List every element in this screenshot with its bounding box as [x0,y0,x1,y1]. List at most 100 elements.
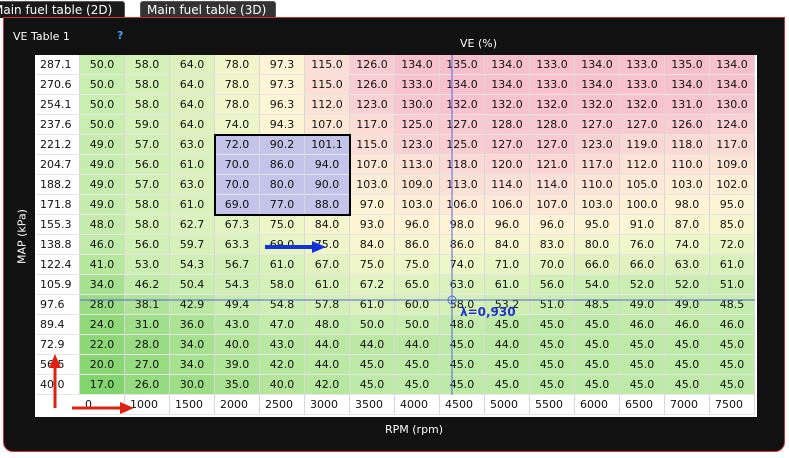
ve-cell: 127.0 [440,115,485,135]
ve-cell: 34.0 [170,335,215,355]
ve-cell: 100.0 [620,195,665,215]
ve-cell: 54.0 [575,275,620,295]
ve-cell: 45.0 [575,335,620,355]
rpm-label: 2000 [215,395,260,415]
ve-cell: 110.0 [575,175,620,195]
ve-cell: 133.0 [620,75,665,95]
ve-cell: 41.0 [80,255,125,275]
ve-cell: 46.0 [620,315,665,335]
ve-cell: 64.0 [170,55,215,75]
ve-cell: 70.0 [215,155,260,175]
ve-cell: 133.0 [395,75,440,95]
ve-cell: 132.0 [440,95,485,115]
ve-cell: 120.0 [485,155,530,175]
ve-cell: 102.0 [710,175,755,195]
ve-cell: 70.0 [530,255,575,275]
ve-cell: 17.0 [80,375,125,395]
ve-cell: 127.0 [575,115,620,135]
ve-cell: 45.0 [530,375,575,395]
map-label: 155.3 [35,215,80,235]
tab[interactable]: Main fuel table (2D) [0,1,125,18]
ve-cell: 135.0 [440,55,485,75]
ve-cell: 44.0 [305,355,350,375]
ve-cell: 43.0 [215,315,260,335]
ve-cell: 45.0 [395,375,440,395]
x-axis-label: RPM (rpm) [385,423,444,436]
ve-cell: 63.0 [665,255,710,275]
ve-cell: 63.0 [170,135,215,155]
ve-cell: 72.0 [710,235,755,255]
ve-cell: 61.0 [170,155,215,175]
ve-cell: 80.0 [575,235,620,255]
ve-cell: 64.0 [170,75,215,95]
map-label: 89.4 [35,315,80,335]
rpm-label: 3000 [305,395,350,415]
ve-cell: 45.0 [620,375,665,395]
ve-cell: 54.8 [260,295,305,315]
ve-cell: 52.0 [620,275,665,295]
ve-cell: 45.0 [395,355,440,375]
ve-cell: 128.0 [485,115,530,135]
ve-cell: 45.0 [440,335,485,355]
ve-cell: 45.0 [530,355,575,375]
ve-cell: 65.0 [395,275,440,295]
ve-cell: 58.0 [440,295,485,315]
ve-cell: 69.0 [215,195,260,215]
ve-cell: 78.0 [215,55,260,75]
tab[interactable]: Main fuel table (3D) [140,1,276,18]
ve-cell: 50.0 [80,95,125,115]
map-label: 105.9 [35,275,80,295]
ve-cell: 85.0 [710,215,755,235]
ve-cell: 103.0 [395,195,440,215]
ve-cell: 74.0 [215,115,260,135]
ve-cell: 45.0 [530,335,575,355]
ve-cell: 64.0 [170,115,215,135]
ve-cell: 48.5 [575,295,620,315]
rpm-label: 6000 [575,395,620,415]
ve-cell: 121.0 [530,155,575,175]
rpm-label: 4500 [440,395,485,415]
map-label: 40.0 [35,375,80,395]
ve-cell: 67.0 [305,255,350,275]
ve-cell: 45.0 [440,355,485,375]
ve-cell: 58.0 [125,55,170,75]
ve-cell: 58.0 [260,275,305,295]
ve-cell: 77.0 [260,195,305,215]
ve-cell: 56.0 [125,155,170,175]
ve-cell: 106.0 [440,195,485,215]
ve-cell: 45.0 [620,355,665,375]
ve-cell: 61.0 [305,275,350,295]
ve-cell: 38.1 [125,295,170,315]
ve-cell: 42.0 [260,355,305,375]
ve-cell: 45.0 [620,335,665,355]
ve-cell: 80.0 [260,175,305,195]
ve-cell: 66.0 [575,255,620,275]
ve-cell: 134.0 [395,55,440,75]
ve-cell: 67.3 [215,215,260,235]
ve-cell: 75.0 [395,255,440,275]
rpm-label: 7500 [710,395,755,415]
ve-cell: 95.0 [710,195,755,215]
ve-cell: 63.0 [440,275,485,295]
ve-cell: 83.0 [530,235,575,255]
ve-cell: 134.0 [665,75,710,95]
ve-cell: 113.0 [440,175,485,195]
ve-cell: 28.0 [80,295,125,315]
ve-cell: 75.0 [260,215,305,235]
ve-cell: 133.0 [530,55,575,75]
ve-cell: 45.0 [710,375,755,395]
help-link[interactable]: ? [117,29,124,42]
ve-cell: 31.0 [125,315,170,335]
rpm-label: 5500 [530,395,575,415]
ve-cell: 72.0 [215,135,260,155]
map-label: 204.7 [35,155,80,175]
ve-cell: 84.0 [350,235,395,255]
ve-cell: 20.0 [80,355,125,375]
ve-cell: 49.4 [215,295,260,315]
ve-cell: 126.0 [350,55,395,75]
ve-cell: 95.0 [575,215,620,235]
ve-cell: 123.0 [350,95,395,115]
map-label: 237.6 [35,115,80,135]
ve-cell: 44.0 [350,335,395,355]
